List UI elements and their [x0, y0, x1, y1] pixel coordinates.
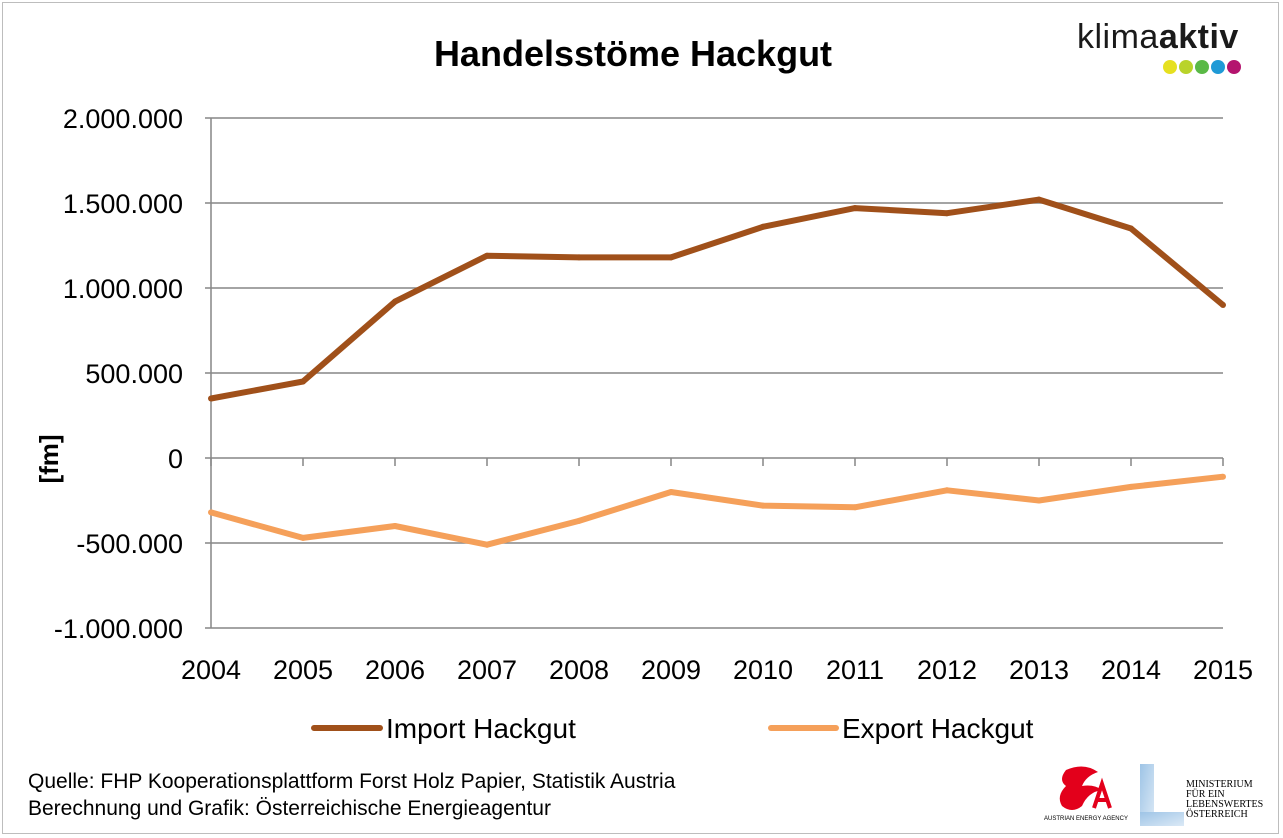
legend-label: Import Hackgut [386, 713, 576, 744]
y-axis-label: [fm] [34, 434, 64, 483]
y-tick-label: 1.500.000 [63, 189, 183, 219]
legend-item: Import Hackgut [311, 713, 576, 744]
data-point [668, 254, 674, 261]
y-tick-label: -1.000.000 [54, 614, 183, 644]
data-point [760, 502, 766, 509]
klimaaktiv-dot [1179, 60, 1193, 74]
y-tick-label: 2.000.000 [63, 104, 183, 134]
x-tick-label: 2014 [1101, 655, 1161, 685]
energy-agency-logo: AUSTRIAN ENERGY AGENCY [1036, 762, 1136, 828]
data-point [300, 378, 306, 385]
series-line-import [210, 196, 1225, 402]
ministerium-logo: MINISTERIUM FÜR EIN LEBENSWERTES ÖSTERRE… [1138, 762, 1278, 828]
klimaaktiv-text-light: klima [1077, 18, 1159, 56]
ministerium-line-2: FÜR EIN [1186, 789, 1225, 800]
ministerium-line-3: LEBENSWERTES [1186, 799, 1264, 810]
klimaaktiv-dot [1195, 60, 1209, 74]
data-point [760, 223, 766, 230]
data-point [1036, 196, 1042, 203]
data-point [484, 252, 490, 259]
ministerium-line-4: ÖSTERREICH [1186, 809, 1248, 820]
data-point [1128, 225, 1134, 232]
klimaaktiv-wordmark: klimaaktiv [1077, 18, 1267, 57]
data-point [392, 298, 398, 305]
x-tick-label: 2012 [917, 655, 977, 685]
x-tick-labels: 2004 2005 2006 2007 2008 2009 2010 2011 2012 2013… [181, 655, 1253, 685]
legend-item: Export Hackgut [768, 713, 1034, 744]
x-tick-label: 2011 [826, 655, 884, 685]
x-tick-label: 2004 [181, 655, 241, 685]
chart-title: Handelsstöme Hackgut [434, 33, 832, 74]
ministerium-text: MINISTERIUM FÜR EIN LEBENSWERTES ÖSTERRE… [1186, 780, 1263, 820]
y-tick-label: 500.000 [85, 359, 183, 389]
data-point [576, 517, 582, 524]
x-tick-label: 2008 [549, 655, 609, 685]
data-point [852, 205, 858, 212]
data-point [944, 210, 950, 217]
gridlines [205, 117, 1223, 629]
x-tick-label: 2005 [273, 655, 333, 685]
data-point [1036, 497, 1042, 504]
x-tick-label: 2006 [365, 655, 425, 685]
klimaaktiv-logo: klimaaktiv [1077, 18, 1267, 82]
source-line-1: Quelle: FHP Kooperationsplattform Forst … [28, 770, 676, 793]
data-point [668, 489, 674, 495]
x-tick-label: 2009 [641, 655, 701, 685]
data-point [944, 487, 950, 494]
data-point [576, 254, 582, 261]
y-tick-label: 1.000.000 [63, 274, 183, 304]
data-point [392, 523, 398, 529]
series-line-export [210, 473, 1224, 548]
y-tick-label: 0 [168, 444, 183, 474]
x-tick-label: 2013 [1009, 655, 1069, 685]
x-tick-label: 2015 [1193, 655, 1253, 685]
y-tick-label: -500.000 [76, 529, 183, 559]
data-point [1220, 473, 1226, 480]
data-point [208, 395, 214, 402]
energy-agency-emblem-icon [1059, 766, 1112, 810]
data-point [1128, 483, 1134, 490]
legend: Import Hackgut Export Hackgut [311, 713, 1034, 744]
data-point [1220, 302, 1226, 308]
axes [210, 118, 1224, 628]
ministerium-emblem-icon [1140, 764, 1184, 826]
klimaaktiv-dots [1163, 60, 1243, 79]
klimaaktiv-dot [1227, 60, 1241, 74]
y-tick-labels: 2.000.000 1.500.000 1.000.000 500.000 0 -500.… [54, 104, 183, 644]
x-tick-label: 2010 [733, 655, 793, 685]
x-tick-label: 2007 [457, 655, 517, 685]
klimaaktiv-dot [1211, 60, 1225, 74]
klimaaktiv-dot [1163, 60, 1177, 74]
data-point [852, 504, 858, 511]
data-point [208, 509, 214, 516]
legend-label: Export Hackgut [842, 713, 1034, 744]
source-note: Quelle: FHP Kooperationsplattform Forst … [28, 768, 675, 822]
ministerium-line-1: MINISTERIUM [1186, 779, 1253, 790]
data-point [300, 534, 306, 541]
klimaaktiv-text-bold: aktiv [1158, 18, 1239, 56]
data-point [484, 541, 490, 548]
source-line-2: Berechnung und Grafik: Österreichische E… [28, 797, 551, 820]
energy-agency-caption: AUSTRIAN ENERGY AGENCY [1044, 816, 1128, 822]
series-lines [208, 196, 1226, 548]
